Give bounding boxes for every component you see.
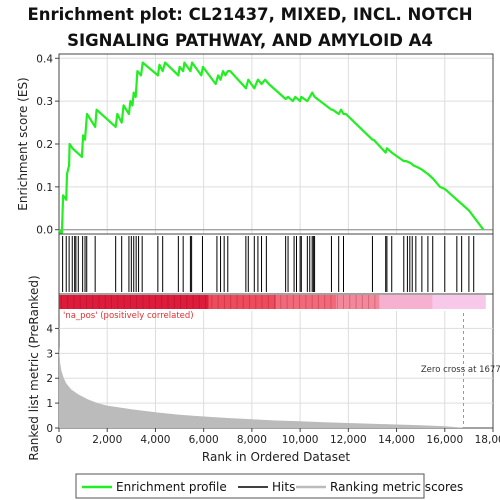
heatmap-segment <box>379 295 433 309</box>
ranking-metric-area <box>59 345 486 428</box>
heatmap-segment <box>276 295 337 309</box>
x-axis-label: Rank in Ordered Dataset <box>202 450 350 464</box>
x-tick-label: 12,000 <box>330 434 367 446</box>
x-tick-label: 2,000 <box>92 434 122 446</box>
legend-label-hits: Hits <box>272 480 295 494</box>
metric-ytick-label: 3 <box>46 348 53 360</box>
x-tick-label: 4,000 <box>140 434 170 446</box>
es-ylabel: Enrichment score (ES) <box>16 77 30 210</box>
es-ytick-label: 0.2 <box>36 139 53 151</box>
metric-panel: Zero cross at 16777 'na_pos' (positively… <box>27 275 500 464</box>
na-pos-label: 'na_pos' (positively correlated) <box>63 311 194 321</box>
heatmap-segment <box>336 295 380 309</box>
x-tick-label: 18,000 <box>475 434 500 446</box>
enrichment-profile-line <box>58 61 485 236</box>
heatmap-segment <box>432 295 486 309</box>
zero-cross-label: Zero cross at 16777 <box>421 365 500 375</box>
es-ytick-label: 0.4 <box>36 53 53 65</box>
x-tick-label: 6,000 <box>189 434 219 446</box>
metric-ylabel: Ranked list metric (PreRanked) <box>27 275 41 460</box>
legend-label-enrichment: Enrichment profile <box>116 480 227 494</box>
metric-ytick-label: 2 <box>46 373 53 385</box>
es-panel: 0.0 0.1 0.2 0.3 0.4 Enrichment score (ES) <box>16 53 494 237</box>
es-ytick-label: 0.1 <box>36 182 53 194</box>
es-ytick-label: 0.0 <box>36 225 53 237</box>
legend-label-ranking: Ranking metric scores <box>330 480 463 494</box>
x-tick-label: 16,000 <box>426 434 463 446</box>
es-ytick-label: 0.3 <box>36 96 53 108</box>
hits-panel <box>58 233 494 295</box>
x-tick-label: 8,000 <box>237 434 267 446</box>
legend: Enrichment profile Hits Ranking metric s… <box>75 473 463 499</box>
legend-frame <box>75 473 425 499</box>
metric-ytick-label: 0 <box>46 423 53 435</box>
chart-title-line1: Enrichment plot: CL21437, MIXED, INCL. N… <box>27 5 472 24</box>
heatmap-segment <box>208 295 276 309</box>
chart-title-line2: SIGNALING PATHWAY, AND AMYLOID A4 <box>67 31 433 50</box>
metric-ytick-label: 4 <box>46 323 53 335</box>
metric-ytick-label: 1 <box>46 398 53 410</box>
x-tick-label: 14,000 <box>378 434 415 446</box>
heatmap-segment <box>59 295 209 309</box>
x-tick-label: 10,000 <box>282 434 319 446</box>
x-tick-label: 0 <box>56 434 63 446</box>
